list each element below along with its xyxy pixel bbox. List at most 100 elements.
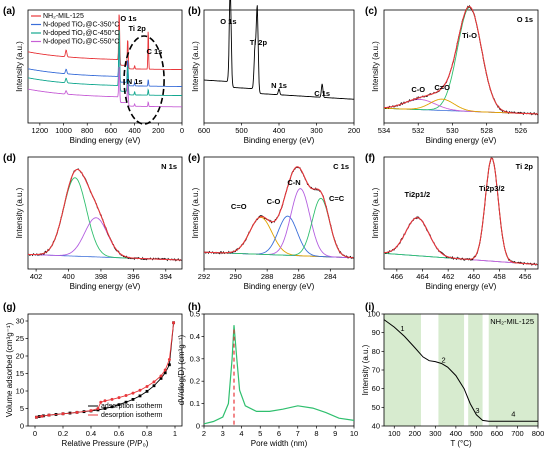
y-tick-label: 40 [372, 422, 380, 431]
y-tick-label: 0.1 [190, 399, 200, 408]
y-tick-label: 90 [372, 328, 380, 337]
fit-envelope-d [28, 168, 182, 261]
annotation-c-co: C-O [411, 85, 425, 94]
x-tick-label: 1 [173, 429, 177, 438]
annotation-b-ti2p: Ti 2p [250, 38, 268, 47]
x-tick-label: 200 [152, 126, 165, 135]
panel-label-f: (f) [365, 153, 375, 164]
data-point-g-desorption [40, 414, 44, 418]
data-point-g-desorption [172, 321, 176, 325]
x-tick-label: 396 [127, 272, 140, 281]
y-axis-label-d: Intensity (a.u.) [15, 187, 24, 238]
x-axis-label-c: Binding energy (eV) [426, 136, 497, 145]
panel-label-d: (d) [3, 153, 16, 164]
panel-b-frame [203, 9, 355, 124]
x-tick-label: 526 [515, 126, 528, 135]
x-tick-label: 3 [221, 429, 225, 438]
x-tick-label: 466 [391, 272, 404, 281]
x-tick-label: 200 [348, 126, 361, 135]
y-tick-label: 10 [16, 387, 24, 396]
panel-c-frame [383, 9, 539, 124]
component-c-1 [384, 7, 539, 115]
y-tick-label: 30 [16, 317, 24, 326]
x-tick-label: 290 [229, 272, 242, 281]
data-point-g-desorption [47, 413, 51, 417]
x-tick-label: 300 [429, 429, 442, 438]
data-point-g-desorption [34, 415, 38, 419]
x-tick-label: 2 [202, 429, 206, 438]
x-tick-label: 1200 [32, 126, 49, 135]
x-tick-label: 600 [198, 126, 211, 135]
data-point-g-desorption [99, 400, 103, 404]
data-point-g-desorption [96, 407, 100, 410]
x-tick-label: 700 [511, 429, 524, 438]
panel-e-frame [203, 156, 355, 270]
panel-g-frame [27, 313, 183, 427]
y-tick-label: 20 [16, 352, 24, 361]
component-f-2 [383, 157, 538, 265]
panel-label-h: (h) [188, 302, 201, 313]
panel-label-b: (b) [188, 6, 201, 17]
y-tick-label: 15 [16, 369, 24, 378]
fit-envelope-f [384, 157, 538, 266]
annotation-a-c1s: C 1s [146, 47, 162, 56]
y-axis-label-e: Intensity (a.u.) [191, 187, 200, 238]
component-e-1 [204, 216, 354, 259]
shaded-range-i [468, 314, 483, 426]
raw-data-c [383, 4, 539, 116]
x-tick-label: 284 [324, 272, 337, 281]
panel-title-d: N 1s [161, 162, 177, 171]
fit-envelope-c [384, 6, 539, 115]
data-point-g-desorption [110, 397, 114, 401]
annotation-e-c-double-o: C=O [231, 202, 247, 211]
data-point-g-desorption [163, 368, 167, 372]
data-point-g-desorption [152, 380, 156, 384]
x-tick-label: 400 [273, 126, 286, 135]
shaded-range-i [488, 314, 538, 426]
x-tick-label: 600 [105, 126, 118, 135]
x-tick-label: 532 [412, 126, 425, 135]
x-tick-label: 398 [95, 272, 108, 281]
y-tick-label: 80 [372, 347, 380, 356]
component-f-1 [384, 217, 538, 265]
x-tick-label: 300 [310, 126, 323, 135]
data-point-g-adsorption [168, 363, 171, 367]
annotation-b-c1s: C 1s [314, 89, 330, 98]
x-tick-label: 464 [416, 272, 429, 281]
x-tick-label: 456 [519, 272, 532, 281]
data-point-g-adsorption [110, 405, 114, 409]
panel-label-i: (i) [365, 302, 374, 313]
series-i-mass [383, 319, 538, 422]
legend-label-g: desorption isotherm [101, 412, 163, 419]
x-tick-label: 4 [239, 429, 243, 438]
panel-label-g: (g) [3, 302, 16, 313]
data-point-g-adsorption [152, 384, 156, 388]
x-tick-label: 400 [450, 429, 463, 438]
x-tick-label: 5 [258, 429, 262, 438]
annotation-e-co: C-O [267, 197, 281, 206]
data-point-g-adsorption [163, 371, 167, 375]
x-axis-label-d: Binding energy (eV) [70, 282, 141, 291]
y-tick-label: 0.2 [190, 377, 200, 386]
stage-label-i: 1 [400, 324, 404, 333]
series-a-2 [28, 43, 182, 87]
annotation-a-n1s: N 1s [127, 77, 143, 86]
stage-label-i: 2 [441, 356, 445, 365]
component-e-2 [204, 215, 354, 259]
data-point-g-desorption [124, 394, 128, 398]
annotation-e-c-double-c: C=C [329, 194, 345, 203]
series-g-2 [36, 322, 175, 418]
y-tick-label: 0 [20, 422, 24, 431]
data-point-g-desorption [167, 358, 171, 361]
x-tick-label: 10 [350, 429, 358, 438]
x-axis-label-h: Pore width (nm) [251, 439, 308, 448]
x-tick-label: 0.4 [86, 429, 96, 438]
panel-label-e: (e) [188, 153, 200, 164]
x-tick-label: 394 [160, 272, 173, 281]
y-tick-label: 50 [372, 403, 380, 412]
x-tick-label: 0.6 [114, 429, 124, 438]
shaded-range-i [384, 314, 421, 426]
x-axis-label-a: Binding energy (eV) [70, 136, 141, 145]
raw-data-f [383, 157, 538, 266]
